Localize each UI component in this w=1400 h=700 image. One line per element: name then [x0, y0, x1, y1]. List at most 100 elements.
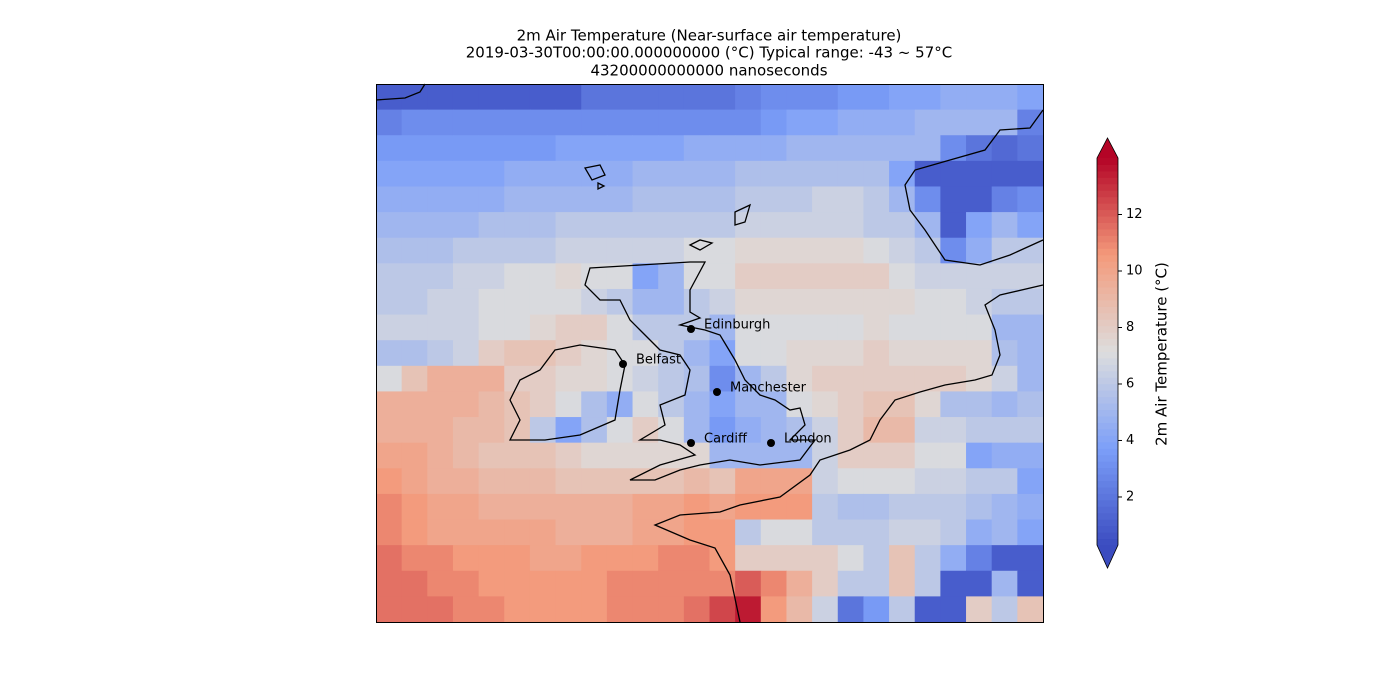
cell — [658, 570, 685, 597]
cell — [401, 365, 428, 392]
cell — [606, 160, 634, 187]
cell — [735, 545, 762, 572]
cell — [427, 545, 454, 572]
cell — [760, 570, 787, 597]
colorbar-segment — [1097, 299, 1118, 307]
cell — [991, 545, 1018, 572]
cell — [735, 160, 762, 187]
colorbar-tick-label: 2 — [1126, 489, 1134, 504]
grid — [376, 84, 1044, 623]
cell — [581, 493, 608, 521]
cell — [555, 186, 582, 213]
cell — [914, 263, 941, 290]
cell — [427, 519, 454, 546]
cell — [401, 84, 428, 111]
cell — [760, 314, 787, 341]
cell — [709, 545, 736, 572]
title-line: 2019-03-30T00:00:00.000000000 (°C) Typic… — [466, 44, 952, 62]
cell — [478, 417, 505, 444]
cell — [812, 468, 839, 495]
cell — [1017, 314, 1044, 341]
cell — [735, 288, 762, 316]
map-frame — [376, 84, 1044, 623]
colorbar-segment — [1097, 480, 1118, 488]
cell — [427, 212, 454, 239]
cell — [452, 442, 480, 469]
cell — [452, 186, 480, 213]
cell — [478, 468, 505, 495]
cell — [991, 135, 1018, 162]
cell — [632, 391, 659, 418]
cell — [452, 468, 480, 495]
cell — [581, 417, 608, 444]
colorbar-segment — [1097, 525, 1118, 533]
cell — [966, 84, 993, 111]
cell — [812, 109, 839, 136]
cell — [812, 314, 839, 341]
title-line: 43200000000000 nanoseconds — [590, 62, 827, 80]
cell — [632, 442, 659, 469]
cell — [735, 417, 762, 444]
cell — [940, 391, 967, 418]
colorbar-segment — [1097, 538, 1118, 546]
cell — [709, 365, 736, 392]
cell — [837, 314, 864, 341]
colorbar-tick-label: 8 — [1126, 320, 1134, 335]
cell — [863, 468, 890, 495]
cell — [452, 340, 480, 367]
cell — [735, 493, 762, 521]
cell — [735, 84, 762, 111]
cell — [376, 570, 403, 597]
cell — [376, 314, 403, 341]
cell — [606, 442, 634, 469]
cell — [606, 391, 634, 418]
cell — [863, 596, 890, 623]
colorbar-tick-label: 4 — [1126, 433, 1134, 448]
cell — [581, 135, 608, 162]
cell — [683, 212, 710, 239]
cell — [632, 519, 659, 546]
cell — [555, 237, 582, 264]
cell — [606, 212, 634, 239]
cell — [478, 314, 505, 341]
cell — [837, 288, 864, 316]
colorbar-segment — [1097, 319, 1118, 327]
cell — [376, 365, 403, 392]
cell — [452, 109, 480, 136]
cell — [632, 237, 659, 264]
cell — [735, 135, 762, 162]
cell — [786, 442, 813, 469]
cell — [555, 160, 582, 187]
cell — [1017, 417, 1044, 444]
colorbar-segment — [1097, 383, 1118, 391]
cell — [735, 468, 762, 495]
cell — [555, 468, 582, 495]
cell — [991, 314, 1018, 341]
cell — [709, 237, 736, 264]
colorbar-segment — [1097, 506, 1118, 514]
cell — [786, 596, 813, 623]
cell — [427, 288, 454, 316]
cell — [452, 545, 480, 572]
cell — [606, 84, 634, 111]
cell — [478, 391, 505, 418]
cell — [478, 596, 505, 623]
cell — [632, 186, 659, 213]
cell — [940, 417, 967, 444]
cell — [837, 596, 864, 623]
cell — [786, 263, 813, 290]
city-label: Edinburgh — [704, 318, 770, 333]
cell — [863, 314, 890, 341]
cell — [606, 545, 634, 572]
cell — [452, 596, 480, 623]
cell — [991, 160, 1018, 187]
cell — [940, 442, 967, 469]
colorbar-segment — [1097, 351, 1118, 359]
cell — [401, 237, 428, 264]
cell — [940, 288, 967, 316]
cell — [991, 417, 1018, 444]
title-line: 2m Air Temperature (Near-surface air tem… — [517, 27, 902, 45]
cell — [914, 340, 941, 367]
cell — [632, 135, 659, 162]
cell — [735, 212, 762, 239]
